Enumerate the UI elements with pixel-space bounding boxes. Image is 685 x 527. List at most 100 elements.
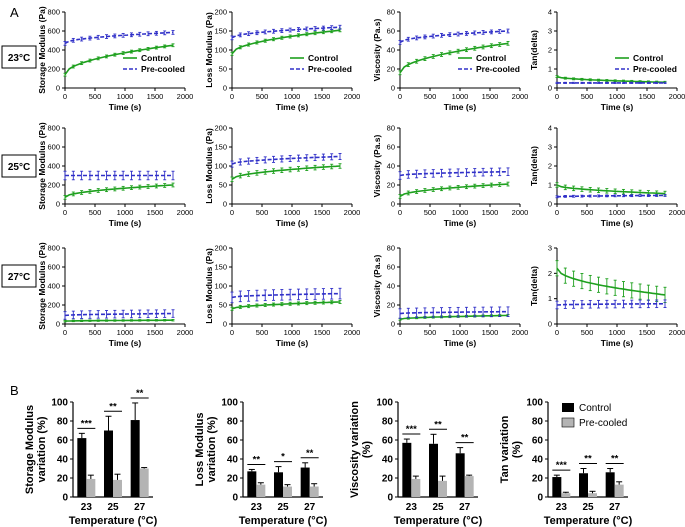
series-line-precooled — [231, 155, 341, 165]
x-tick-label: 0 — [230, 328, 234, 337]
y-tick-label: 80 — [227, 417, 239, 428]
x-tick-label: 1000 — [284, 328, 301, 337]
y-axis-title: Viscosity (Pa.s) — [372, 254, 382, 317]
chart-storage-25: 0 500 1000 1500 2000 0 200 400 600 800 Time (s) Sto… — [37, 122, 193, 228]
y-tick-label: 0 — [391, 84, 395, 93]
y-tick-label: 0 — [223, 320, 227, 329]
y-tick-label: 600 — [47, 27, 60, 36]
x-axis-title: Time (s) — [276, 102, 309, 112]
y-axis-title: Storage Modulus (Pa) — [37, 242, 47, 330]
significance-label: ** — [306, 448, 314, 459]
y-tick-label: 1 — [548, 294, 552, 303]
x-axis-title: Temperature (°C) — [544, 515, 633, 527]
y-tick-label: 200 — [214, 124, 227, 133]
y-tick-label: 80 — [532, 417, 544, 428]
y-tick-label: 2 — [548, 46, 552, 55]
x-tick-label: 1500 — [482, 328, 499, 337]
x-tick-label: 27 — [304, 502, 316, 513]
x-tick-label: 1000 — [117, 92, 134, 101]
chart-viscosity-23: 0 500 1000 1500 2000 0 20 40 60 80 Time (s) Viscosi… — [372, 8, 528, 113]
y-axis-title: Storage Modulus (Pa) — [37, 6, 47, 94]
chart-tan-variation: 0 20 40 60 80 100 23 *** 25 ** 27 ** Temperature (°C… — [499, 398, 633, 527]
legend-control-label: Control — [308, 53, 338, 63]
x-tick-label: 0 — [63, 328, 67, 337]
x-tick-label: 1500 — [639, 328, 656, 337]
bar-precooled — [438, 480, 447, 497]
y-tick-label: 100 — [526, 398, 543, 409]
chart-tan-27: 0 500 1000 1500 2000 0 1 2 3 Time (s) Tan(delta) — [529, 244, 685, 349]
bar-control — [402, 442, 412, 497]
x-tick-label: 0 — [230, 92, 234, 101]
x-axis-title: Time (s) — [444, 338, 477, 348]
bar-control — [77, 438, 87, 497]
y-tick-label: 40 — [382, 455, 394, 466]
chart-loss-variation: 0 20 40 60 80 100 23 ** 25 * 27 ** Temperature (°C) L… — [194, 398, 328, 527]
series-line-control — [231, 301, 341, 310]
series-line-control — [556, 75, 666, 84]
chart-storage-variation: 0 20 40 60 80 100 23 *** 25 ** 27 ** Temperature (°C… — [24, 388, 158, 527]
bar-control — [130, 420, 140, 497]
y-axis-title: Tan(delta) — [529, 266, 539, 306]
legend-control-label: Control — [476, 53, 506, 63]
y-tick-label: 80 — [57, 417, 69, 428]
x-tick-label: 0 — [555, 208, 559, 217]
x-tick-label: 23 — [556, 502, 568, 513]
y-tick-label: 0 — [548, 200, 552, 209]
y-axis-title: variation (%) — [36, 416, 48, 482]
y-axis-title: (%) — [361, 441, 373, 458]
x-tick-label: 2000 — [669, 92, 685, 101]
x-tick-label: 500 — [89, 328, 102, 337]
x-tick-label: 0 — [398, 328, 402, 337]
significance-label: ** — [253, 454, 261, 465]
x-tick-label: 500 — [581, 92, 594, 101]
y-tick-label: 60 — [382, 436, 394, 447]
y-tick-label: 100 — [51, 398, 68, 409]
y-axis-title: Loss Modulus (Pa) — [204, 128, 214, 204]
x-tick-label: 500 — [256, 92, 269, 101]
legend-precooled-swatch — [561, 417, 575, 428]
x-tick-label: 2000 — [344, 208, 361, 217]
y-tick-label: 20 — [382, 474, 394, 485]
y-tick-label: 40 — [227, 455, 239, 466]
significance-label: ** — [136, 388, 144, 399]
y-tick-label: 50 — [219, 301, 227, 310]
chart-storage-23: 0 500 1000 1500 2000 0 200 400 600 800 Time (s) Sto… — [37, 6, 193, 112]
series-line-control — [556, 184, 666, 195]
y-tick-label: 0 — [232, 493, 238, 504]
x-tick-label: 27 — [459, 502, 471, 513]
x-tick-label: 1500 — [314, 208, 331, 217]
significance-label: ** — [434, 419, 442, 430]
y-tick-label: 200 — [47, 181, 60, 190]
bar-control — [300, 467, 310, 497]
temp-box-25: 25°C — [1, 154, 37, 178]
legend-control-swatch — [562, 403, 574, 412]
chart-viscosity-27: 0 500 1000 1500 2000 0 20 40 60 80 Time (s) Viscosi… — [372, 244, 528, 349]
y-tick-label: 400 — [47, 46, 60, 55]
y-tick-label: 40 — [387, 162, 395, 171]
series-line-control — [399, 183, 509, 198]
x-tick-label: 1500 — [639, 92, 656, 101]
bar-precooled — [86, 478, 96, 497]
x-tick-label: 2000 — [177, 208, 194, 217]
x-tick-label: 1000 — [117, 208, 134, 217]
temp-label-25: 25°C — [8, 162, 30, 173]
x-axis-title: Time (s) — [109, 218, 142, 228]
x-tick-label: 1000 — [609, 92, 626, 101]
y-tick-label: 0 — [56, 84, 60, 93]
y-tick-label: 4 — [548, 124, 552, 133]
y-tick-label: 0 — [537, 493, 543, 504]
series-line-control — [231, 29, 341, 55]
y-axis-title: Storage Modulus (Pa) — [37, 122, 47, 210]
bar-control — [274, 472, 283, 497]
y-tick-label: 2 — [548, 162, 552, 171]
y-axis-title: Tan variation — [499, 415, 511, 483]
x-tick-label: 2000 — [669, 328, 685, 337]
x-tick-label: 1500 — [639, 208, 656, 217]
bar-control — [605, 472, 615, 497]
panel-label-a: A — [10, 5, 19, 20]
y-tick-label: 150 — [214, 27, 227, 36]
x-tick-label: 2000 — [344, 92, 361, 101]
bar-control — [552, 477, 562, 497]
x-tick-label: 1500 — [147, 92, 164, 101]
y-tick-label: 4 — [548, 8, 552, 17]
